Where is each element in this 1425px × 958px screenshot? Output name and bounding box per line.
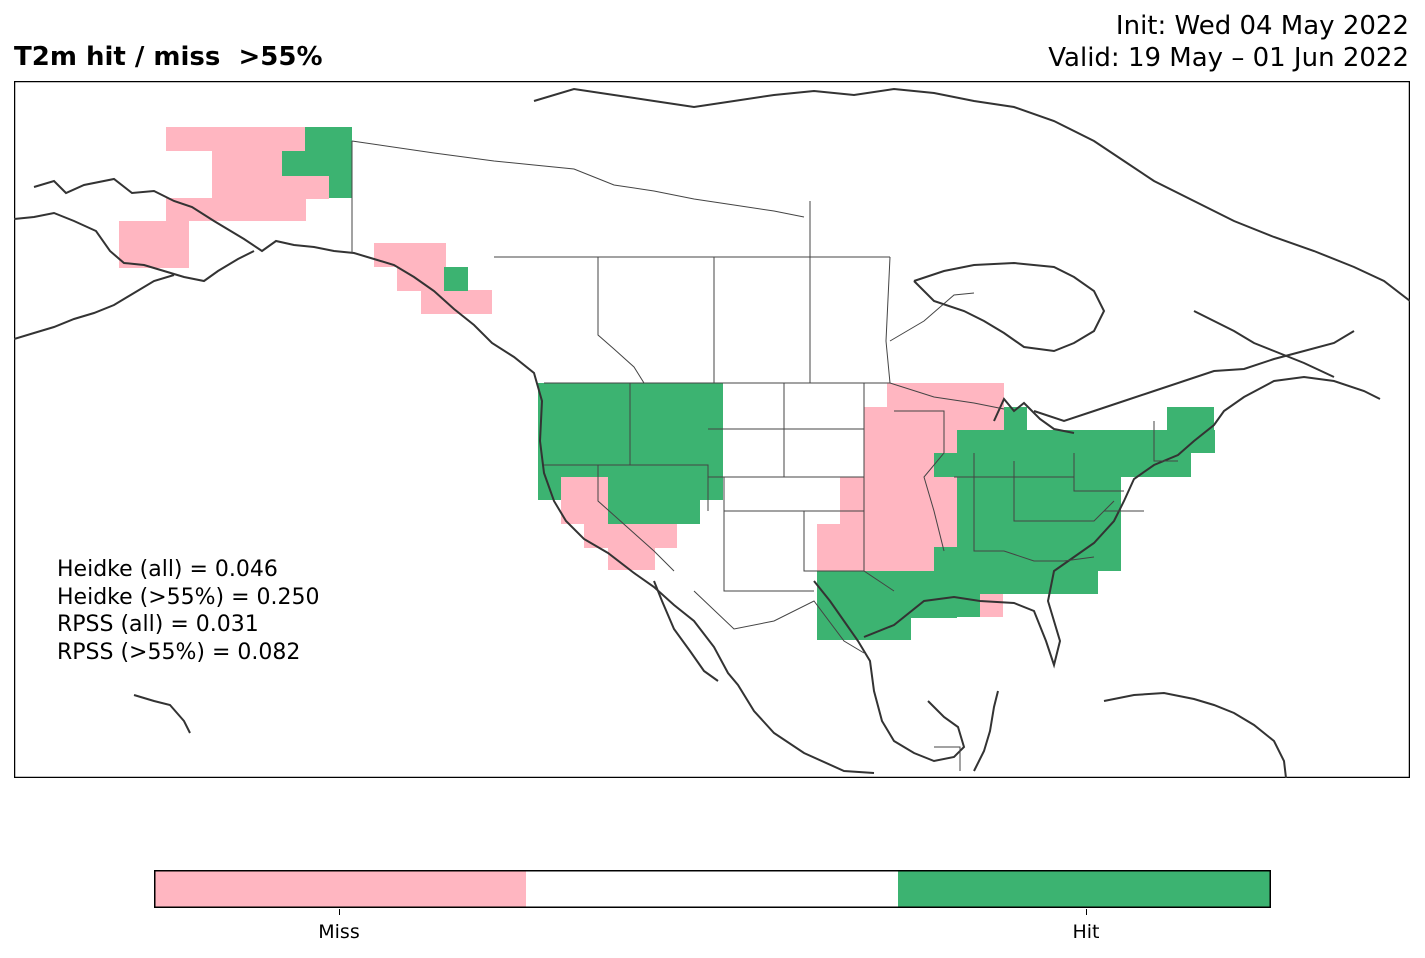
hit-cell bbox=[934, 453, 1191, 477]
map-title: T2m hit / miss >55% bbox=[14, 42, 323, 72]
colorbar-neutral bbox=[526, 870, 898, 908]
hit-miss-map bbox=[14, 81, 1410, 778]
miss-cell bbox=[282, 175, 329, 199]
alaska-cells bbox=[119, 127, 352, 268]
coastlines bbox=[14, 87, 1410, 778]
hit-cell bbox=[817, 571, 911, 640]
hit-cell bbox=[957, 430, 1097, 453]
hit-cell bbox=[934, 571, 1098, 594]
rpss-above-55: RPSS (>55%) = 0.082 bbox=[57, 639, 301, 665]
miss-tick bbox=[339, 909, 340, 915]
colorbar bbox=[154, 870, 1271, 908]
skill-scores: Heidke (all) = 0.046 Heidke (>55%) = 0.2… bbox=[57, 556, 320, 666]
hit-cell bbox=[1074, 430, 1215, 453]
hit-cell bbox=[305, 127, 352, 152]
miss-label: Miss bbox=[318, 921, 360, 943]
miss-cell bbox=[166, 198, 306, 221]
miss-cell bbox=[584, 524, 677, 548]
hit-cell bbox=[630, 500, 700, 524]
colorbar-hit bbox=[898, 870, 1271, 908]
miss-cell bbox=[608, 547, 655, 570]
hit-cell bbox=[1004, 407, 1027, 431]
miss-cell bbox=[980, 594, 1003, 617]
init-date: Init: Wed 04 May 2022 bbox=[1115, 11, 1409, 41]
hit-cell bbox=[1167, 407, 1214, 430]
hit-label: Hit bbox=[1072, 921, 1100, 943]
hit-cell bbox=[608, 477, 700, 501]
hit-cell bbox=[444, 267, 468, 291]
miss-cell bbox=[561, 477, 608, 524]
heidke-all: Heidke (all) = 0.046 bbox=[57, 557, 278, 582]
miss-cell bbox=[212, 151, 282, 199]
hit-cell bbox=[329, 175, 352, 198]
miss-cell bbox=[840, 477, 957, 524]
miss-cell bbox=[119, 221, 189, 268]
heidke-above-55: Heidke (>55%) = 0.250 bbox=[57, 584, 320, 610]
miss-cell bbox=[817, 524, 957, 571]
borders bbox=[351, 140, 1178, 771]
miss-cell bbox=[166, 127, 306, 151]
hit-tick bbox=[1086, 909, 1087, 915]
rpss-all: RPSS (all) = 0.031 bbox=[57, 612, 259, 637]
hit-cell bbox=[957, 477, 1121, 547]
colorbar-miss bbox=[154, 870, 526, 908]
hit-cell bbox=[700, 430, 723, 477]
valid-period: Valid: 19 May – 01 Jun 2022 bbox=[1048, 43, 1409, 73]
hit-cell bbox=[282, 151, 352, 176]
hit-cell bbox=[700, 477, 723, 500]
forecast-dates: Init: Wed 04 May 2022 Valid: 19 May – 01… bbox=[1048, 10, 1409, 74]
miss-cell bbox=[887, 383, 1004, 407]
miss-cell bbox=[374, 243, 446, 267]
miss-cell bbox=[864, 453, 934, 477]
